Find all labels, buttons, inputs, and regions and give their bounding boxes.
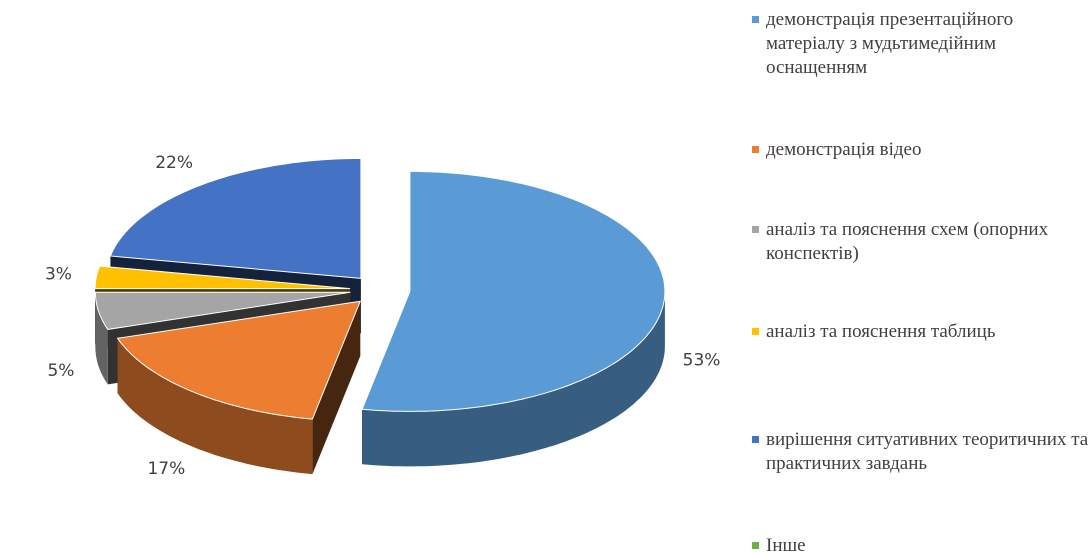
slice-top	[94, 265, 351, 290]
slice	[361, 170, 666, 467]
data-label: 22%	[155, 153, 193, 173]
data-label: 5%	[47, 361, 74, 381]
slice-side	[95, 292, 108, 385]
legend-label: вирішення ситуативних теоритичних та пра…	[766, 429, 1089, 474]
legend-label: аналіз та пояснення схем (опорних конспе…	[766, 219, 1049, 264]
legend-swatch	[752, 16, 759, 23]
data-label: 53%	[683, 351, 721, 371]
legend-entry: аналіз та пояснення схем (опорних конспе…	[752, 218, 1090, 266]
slice-top	[94, 291, 351, 330]
legend-label: Інше	[766, 535, 806, 556]
slice-top	[361, 170, 666, 412]
slice-side	[117, 338, 313, 475]
slice	[116, 300, 361, 475]
slice-top	[116, 300, 361, 420]
slice-side	[362, 291, 665, 467]
legend-entry: Інше	[752, 534, 1090, 557]
legend-label: демонстрація відео	[766, 139, 922, 160]
legend-swatch	[752, 436, 759, 443]
legend-swatch	[752, 146, 759, 153]
legend-entry: демонстрація відео	[752, 138, 1090, 162]
legend-label: демонстрація презентаційного матеріалу з…	[766, 9, 1014, 78]
legend-label: аналіз та пояснення таблиць	[766, 321, 996, 342]
slice-top	[109, 157, 362, 279]
legend-swatch	[752, 226, 759, 233]
legend-entry: демонстрація презентаційного матеріалу з…	[752, 8, 1090, 80]
legend-swatch	[752, 328, 759, 335]
data-label: 17%	[147, 459, 185, 479]
legend-entry: вирішення ситуативних теоритичних та пра…	[752, 428, 1090, 476]
data-label: 3%	[45, 264, 72, 284]
legend-entry: аналіз та пояснення таблиць	[752, 320, 1090, 344]
plot: 53% 17% 5% 3% 22%	[45, 153, 721, 479]
legend-swatch	[752, 542, 759, 549]
